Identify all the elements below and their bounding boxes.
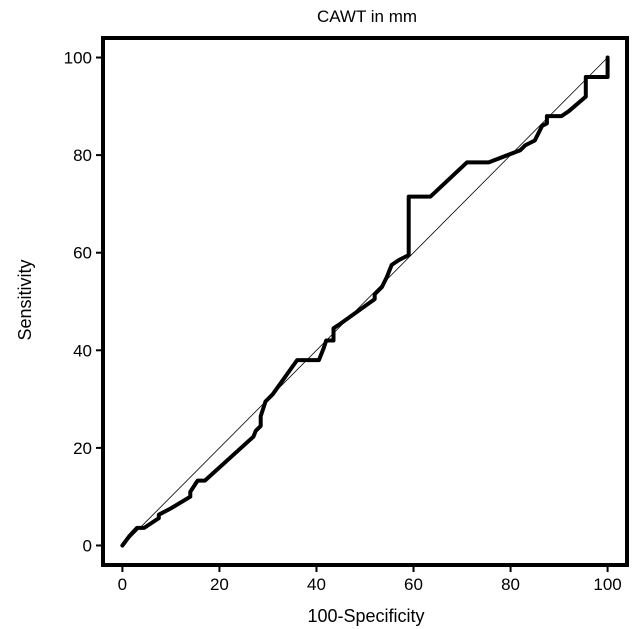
x-axis-ticks: 0 20 40 60 80 100 [118,565,622,594]
x-axis-title: 100-Specificity [307,606,424,626]
x-tick-label: 40 [307,575,326,594]
x-tick-label: 60 [404,575,423,594]
roc-curve-line [120,55,610,548]
y-tick-label: 80 [73,146,92,165]
y-tick-label: 60 [73,244,92,263]
x-tick-label: 100 [593,575,621,594]
x-tick-label: 0 [118,575,127,594]
x-tick-label: 80 [501,575,520,594]
y-tick-label: 20 [73,439,92,458]
series-layer [120,55,610,548]
y-axis-title: Sensitivity [15,259,35,340]
plot-frame [101,36,629,567]
reference-diagonal-line [122,57,608,546]
y-tick-label: 100 [64,49,92,68]
y-tick-label: 40 [73,341,92,360]
y-tick-label: 0 [83,536,92,555]
chart-title: CAWT in mm [317,7,417,26]
y-axis-ticks: 0 20 40 60 80 100 [64,49,103,555]
x-tick-label: 20 [210,575,229,594]
